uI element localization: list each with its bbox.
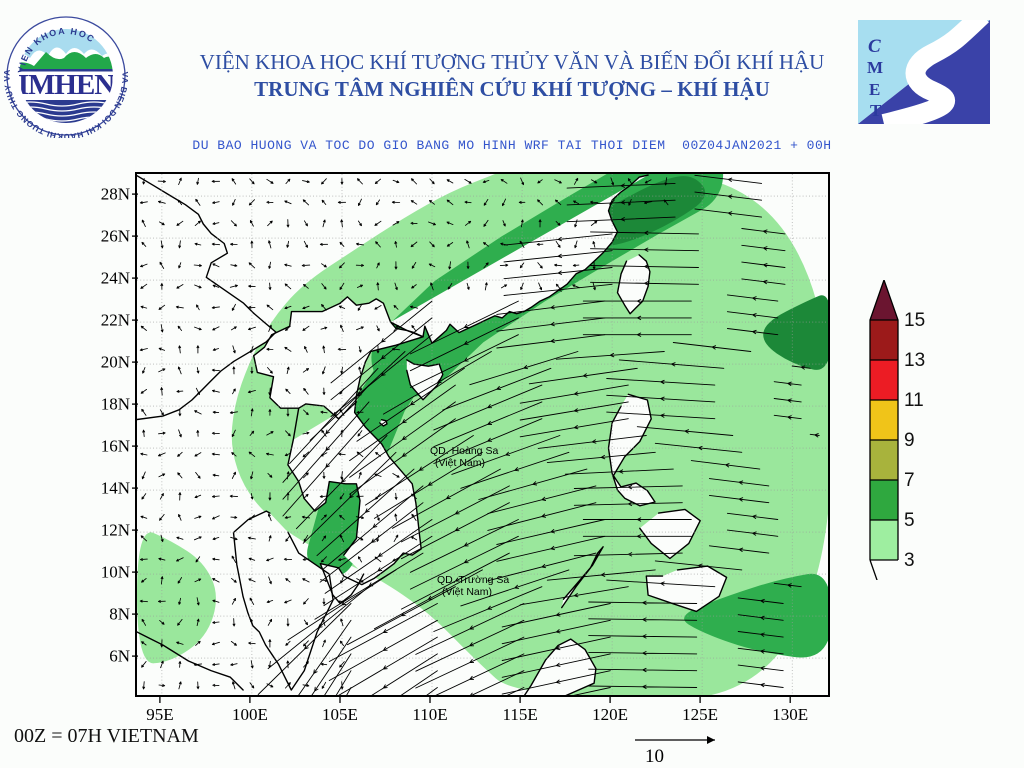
svg-text:6N: 6N bbox=[109, 647, 130, 666]
svg-text:14N: 14N bbox=[101, 479, 130, 498]
svg-text:28N: 28N bbox=[101, 185, 130, 204]
svg-text:115E: 115E bbox=[502, 705, 537, 724]
svg-text:100E: 100E bbox=[232, 705, 268, 724]
svg-text:130E: 130E bbox=[772, 705, 808, 724]
svg-text:8N: 8N bbox=[109, 605, 130, 624]
svg-text:5: 5 bbox=[904, 510, 915, 531]
svg-text:110E: 110E bbox=[412, 705, 447, 724]
svg-text:15: 15 bbox=[904, 310, 925, 331]
svg-text:9: 9 bbox=[904, 430, 915, 451]
svg-text:11: 11 bbox=[904, 390, 924, 411]
svg-text:10N: 10N bbox=[101, 563, 130, 582]
svg-text:125E: 125E bbox=[682, 705, 718, 724]
svg-text:95E: 95E bbox=[146, 705, 173, 724]
svg-text:10: 10 bbox=[645, 746, 664, 767]
svg-text:105E: 105E bbox=[322, 705, 358, 724]
svg-text:16N: 16N bbox=[101, 437, 130, 456]
svg-text:20N: 20N bbox=[101, 353, 130, 372]
svg-text:13: 13 bbox=[904, 350, 925, 371]
svg-text:24N: 24N bbox=[101, 269, 130, 288]
svg-text:120E: 120E bbox=[592, 705, 628, 724]
svg-text:26N: 26N bbox=[101, 227, 130, 246]
svg-text:22N: 22N bbox=[101, 311, 130, 330]
svg-text:12N: 12N bbox=[101, 521, 130, 540]
svg-text:3: 3 bbox=[904, 550, 915, 571]
svg-text:18N: 18N bbox=[101, 395, 130, 414]
svg-text:7: 7 bbox=[904, 470, 915, 491]
